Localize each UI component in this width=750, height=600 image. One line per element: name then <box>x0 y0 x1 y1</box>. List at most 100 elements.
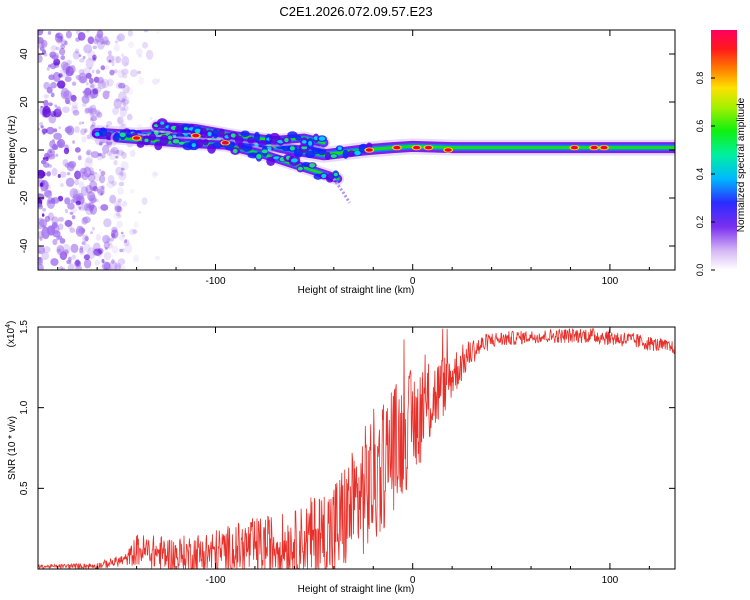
colorbar-tick-label: 0.4 <box>695 168 705 181</box>
colorbar: 0.0 0.2 0.4 0.6 0.8 Normalized spectral ampl… <box>695 30 747 276</box>
noise-blob <box>107 90 111 94</box>
track-blob-core <box>160 121 165 125</box>
noise-blob <box>71 254 77 260</box>
noise-blob <box>154 255 161 260</box>
noise-blob <box>93 248 102 256</box>
noise-blob <box>57 138 66 149</box>
noise-blob <box>96 198 99 203</box>
noise-blob <box>120 231 124 235</box>
noise-blob <box>100 65 106 71</box>
noise-blob <box>38 30 44 36</box>
x-tick-label: 0 <box>410 276 416 287</box>
track-blob <box>113 131 120 142</box>
noise-blob <box>46 171 51 177</box>
noise-blob <box>65 72 69 77</box>
noise-blob <box>100 190 105 194</box>
hot-spot <box>221 141 229 145</box>
track-blob <box>196 138 204 148</box>
noise-blob <box>84 91 91 99</box>
noise-blob <box>48 113 57 124</box>
spectrogram-y-ticks: -40 -20 0 20 40 <box>19 48 675 253</box>
noise-blob <box>38 246 46 255</box>
noise-blob <box>101 78 110 89</box>
noise-blob <box>43 99 49 107</box>
noise-blob <box>96 153 104 161</box>
noise-blob <box>42 207 47 212</box>
noise-blob <box>39 218 48 228</box>
noise-blob <box>107 174 115 184</box>
noise-blob <box>122 84 130 94</box>
noise-blob <box>82 234 89 243</box>
noise-blob <box>79 76 88 83</box>
noise-blob <box>113 98 122 109</box>
noise-blob <box>89 118 94 122</box>
noise-blob <box>70 243 79 253</box>
noise-blob <box>121 152 127 160</box>
noise-blob <box>75 225 85 237</box>
y-tick-label: 1.0 <box>19 400 30 414</box>
noise-blob <box>48 102 53 107</box>
noise-blob <box>39 121 44 127</box>
noise-blob <box>115 149 120 155</box>
noise-blob <box>65 30 72 39</box>
track-blob <box>125 131 132 138</box>
noise-blob <box>56 106 62 113</box>
noise-blob <box>78 121 82 126</box>
noise-blob <box>85 156 94 164</box>
track-blob-core <box>318 136 326 141</box>
x-tick-label: -100 <box>205 276 225 287</box>
noise-blob <box>110 146 119 155</box>
noise-blob <box>113 69 118 74</box>
noise-blob <box>120 151 127 156</box>
noise-blob <box>83 254 91 261</box>
noise-blob <box>107 266 113 270</box>
noise-blob <box>106 120 113 127</box>
noise-blob <box>101 265 107 270</box>
noise-blob <box>85 107 91 114</box>
track-blob <box>212 128 219 139</box>
noise-blob <box>60 183 64 188</box>
noise-blob <box>120 98 129 106</box>
noise-blob <box>86 202 92 209</box>
track-blob-core <box>290 158 298 163</box>
noise-blob <box>152 78 159 85</box>
noise-blob <box>54 104 58 108</box>
noise-blob <box>38 174 41 181</box>
noise-blob <box>59 266 64 270</box>
track-blob-core <box>333 172 338 177</box>
noise-blob <box>104 65 110 70</box>
noise-blob <box>93 38 99 45</box>
noise-blob <box>99 168 102 172</box>
noise-blob <box>64 97 71 105</box>
noise-blob <box>151 171 158 179</box>
noise-blob <box>66 100 70 105</box>
snr-y-label: SNR (10 * v/v) <box>7 416 18 480</box>
noise-blob <box>118 120 127 128</box>
noise-blob <box>69 227 76 233</box>
track-blob <box>347 150 356 157</box>
noise-blob <box>56 235 60 241</box>
noise-blob <box>115 212 120 217</box>
noise-blob <box>111 55 120 64</box>
noise-blob <box>42 105 51 118</box>
noise-blob <box>45 126 55 135</box>
noise-blob <box>63 147 70 155</box>
noise-blob <box>121 200 128 207</box>
noise-blob <box>60 87 70 100</box>
noise-blob <box>85 30 90 33</box>
noise-blob <box>109 194 117 204</box>
noise-blob <box>59 171 67 178</box>
spectrogram-noise-layer <box>38 30 161 270</box>
noise-blob <box>112 107 119 115</box>
noise-blob <box>69 211 74 215</box>
noise-blob <box>95 86 102 93</box>
noise-blob <box>111 232 116 238</box>
noise-blob <box>94 33 104 43</box>
noise-blob <box>84 235 89 242</box>
noise-blob <box>69 65 76 74</box>
noise-blob <box>38 44 42 49</box>
noise-blob <box>42 157 46 161</box>
track-blob <box>287 131 298 139</box>
noise-blob <box>83 87 92 96</box>
noise-blob <box>79 58 85 63</box>
